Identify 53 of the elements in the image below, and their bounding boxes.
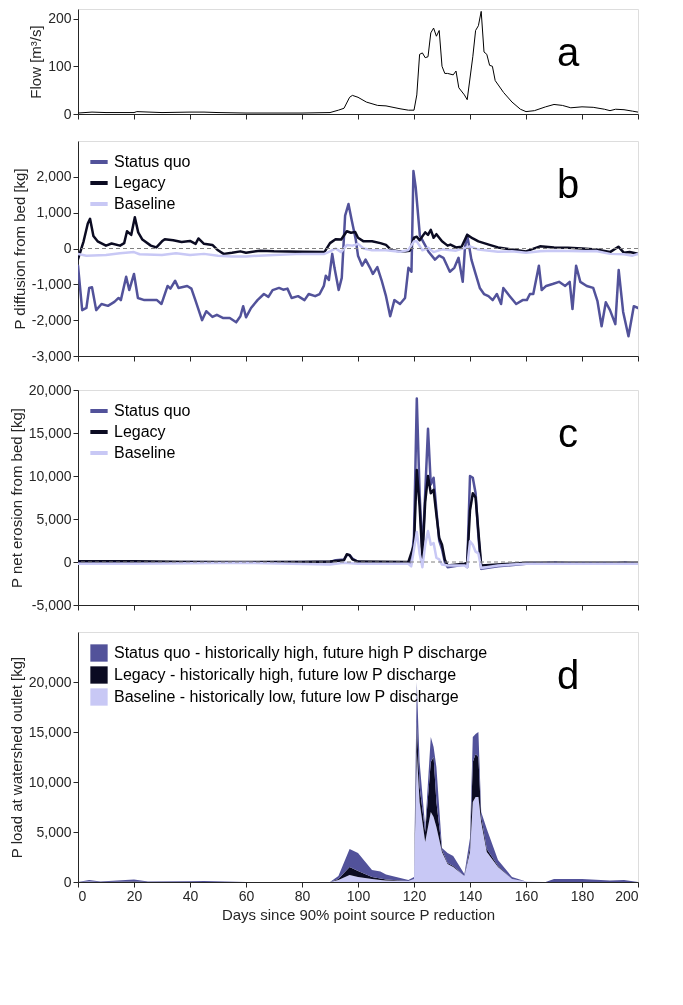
x-tick-label: 200 [615,887,639,904]
annotation: a [556,30,580,74]
y-axis-title: Flow [m³/s] [27,25,45,99]
y-tick-label: -5,000 [31,596,72,613]
annotation: b [556,162,580,206]
x-tick-label: 180 [570,887,595,904]
x-tick-label: 40 [182,887,199,904]
y-tick-label: 10,000 [28,773,72,790]
y-tick-label: 0 [63,553,72,570]
y-tick-label: 1,000 [36,204,72,221]
x-tick-label: 160 [514,887,539,904]
y-tick-label: -2,000 [31,311,72,328]
y-tick-label: -3,000 [31,347,72,364]
x-tick-label: 100 [346,887,371,904]
y-tick-label: 0 [63,873,72,890]
y-tick-label: 2,000 [36,168,72,185]
x-tick-label: 0 [78,887,87,904]
y-axis-title: P net erosion from bed [kg] [7,408,25,588]
line-series [78,169,638,338]
x-tick-label: 60 [238,887,255,904]
y-tick-label: 15,000 [28,723,72,740]
y-tick-label: 200 [48,10,72,27]
legend-label: Status quo - historically high, future high P discharge [114,644,488,661]
legend-label: Baseline [114,195,176,212]
y-tick-label: 0 [63,105,72,122]
y-tick-label: 0 [63,240,72,256]
y-tick-label: 15,000 [28,424,72,441]
y-tick-label: 20,000 [28,381,72,398]
y-tick-label: 10,000 [28,467,72,484]
y-axis-title: P load at watershed outlet [kg] [7,656,25,859]
legend-label: Baseline - historically low, future low P discharge [114,688,459,705]
y-tick-label: 100 [48,57,72,74]
line-series [78,216,638,261]
legend-label: Legacy [114,174,166,191]
y-tick-label: 20,000 [28,673,72,690]
x-tick-label: 80 [294,887,311,904]
legend-label: Status quo [114,153,191,170]
line-series [78,240,638,258]
y-tick-label: -1,000 [31,275,72,292]
x-tick-label: 120 [402,887,427,904]
legend-label: Legacy [114,423,166,440]
legend-label: Legacy - historically high, future low P discharge [114,666,457,683]
annotation: d [556,653,580,697]
x-axis-title: Days since 90% point source P reduction [221,905,496,923]
line-series [78,529,638,570]
legend-label: Status quo [114,402,191,419]
legend-label: Baseline [114,444,176,461]
y-tick-label: 5,000 [36,823,72,840]
x-tick-label: 20 [126,887,143,904]
y-tick-label: 5,000 [36,510,72,527]
x-tick-label: 140 [458,887,483,904]
annotation: c [558,411,578,455]
y-axis-title: P diffusion from bed [kg] [10,168,28,330]
